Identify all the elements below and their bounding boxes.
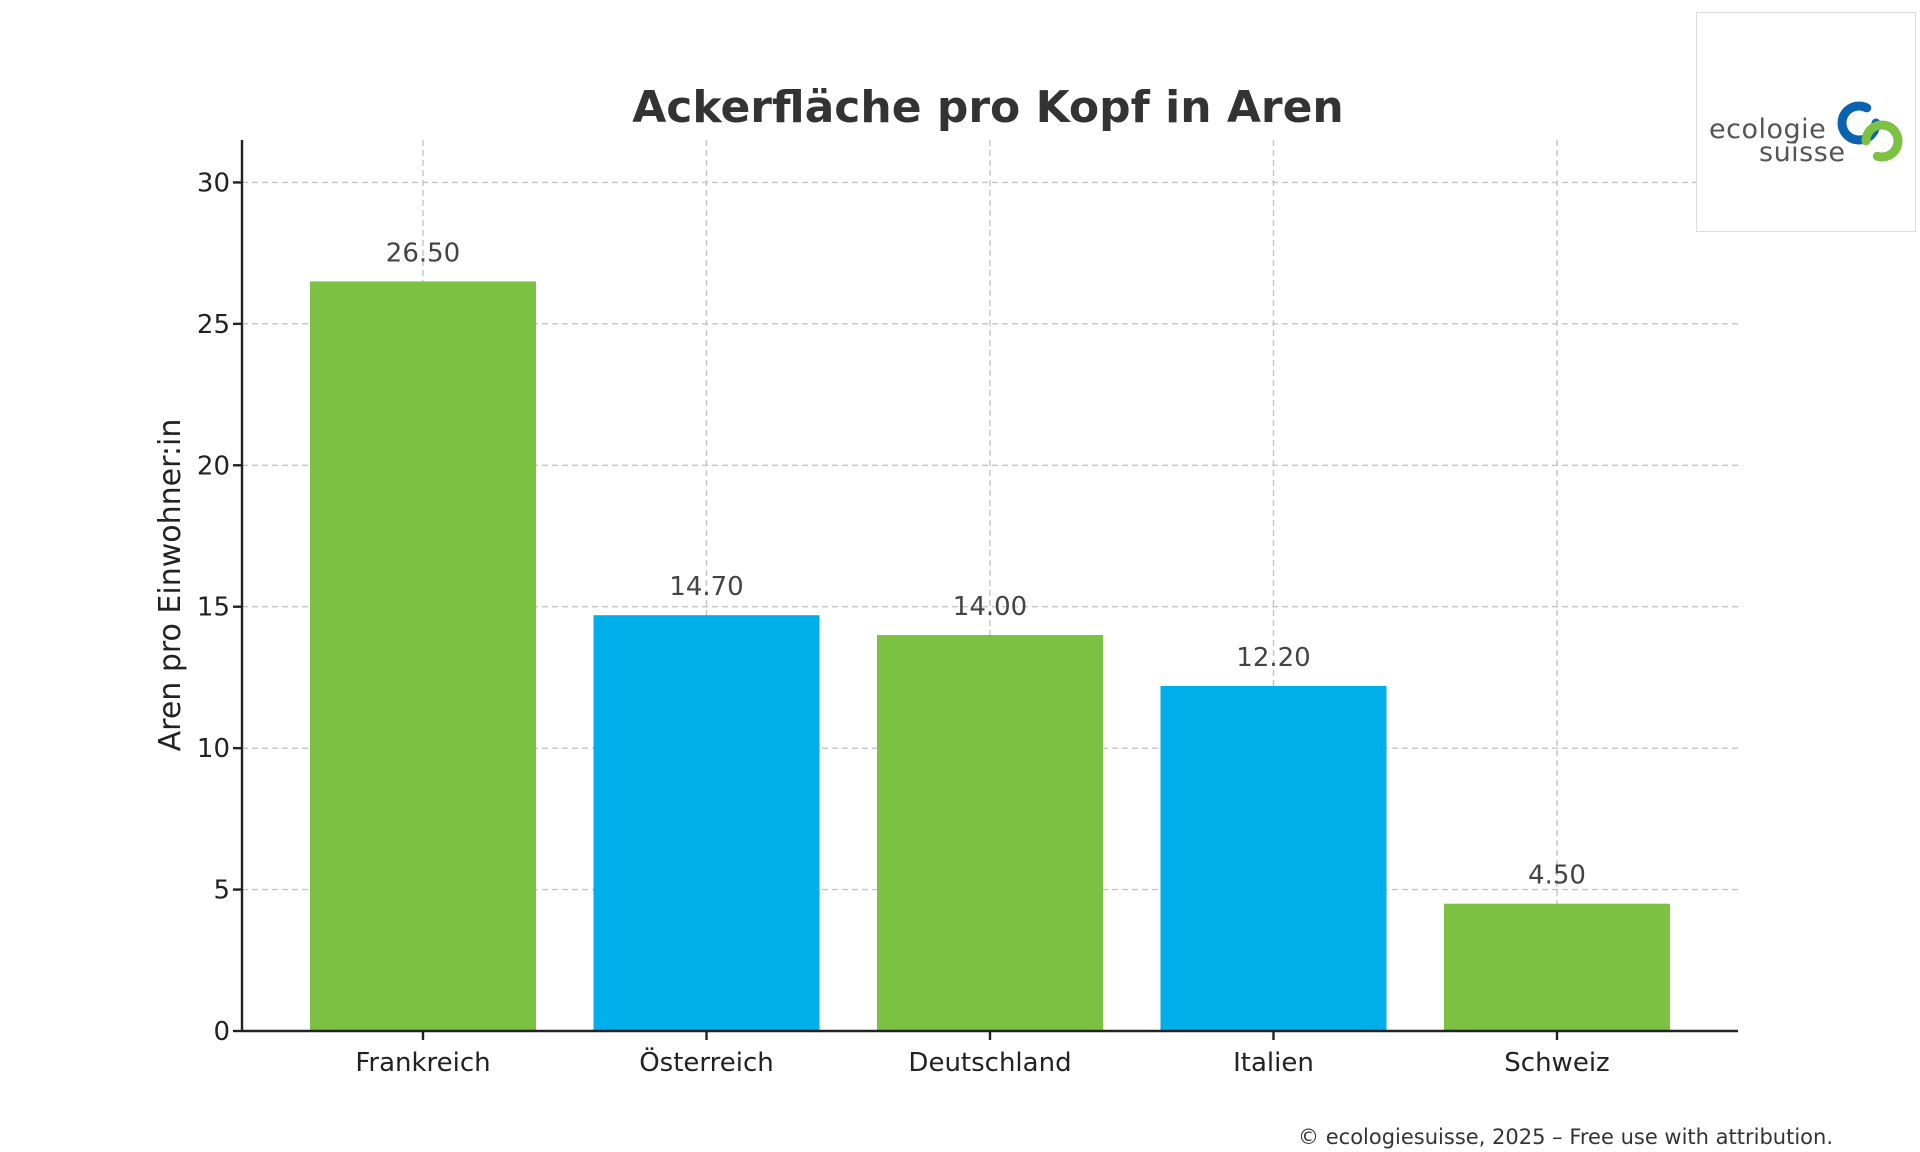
y-tick-label: 0 [213,1017,230,1047]
bar-deutschland [877,635,1103,1031]
bar-österreich [593,615,820,1031]
value-label: 12.20 [1236,643,1310,673]
y-tick-label: 10 [197,734,230,764]
x-tick-label: Schweiz [1504,1048,1609,1078]
value-label: 26.50 [386,238,460,268]
logo-text-line1: ecologie [1709,114,1827,145]
x-tick-label: Deutschland [908,1048,1071,1078]
y-tick-labels: 0 5 10 15 20 25 30 [197,168,230,1047]
footer-copyright: © ecologiesuisse, 2025 – Free use with a… [1298,1125,1833,1149]
value-label: 4.50 [1528,861,1586,891]
x-tick-labels: Frankreich Österreich Deutschland Italien Sc… [355,1046,1609,1078]
x-tick-label: Österreich [639,1046,774,1078]
bar-italien [1160,685,1387,1031]
value-label: 14.00 [953,592,1027,622]
value-label: 14.70 [669,572,743,602]
bar-frankreich [310,281,536,1031]
x-tick-label: Frankreich [355,1048,490,1078]
y-axis-label: Aren pro Einwohner:in [153,419,188,752]
bars [310,281,1670,1031]
chart-title: Ackerfläche pro Kopf in Aren [632,82,1344,133]
y-tick-label: 15 [197,593,230,623]
logo-rings-icon [1837,101,1903,162]
logo-text-line2: suisse [1759,137,1846,168]
x-tick-label: Italien [1233,1048,1314,1078]
axes [233,140,1738,1040]
y-tick-label: 20 [197,451,230,481]
y-tick-label: 30 [197,168,230,198]
ecologiesuisse-logo: ecologie suisse [1696,12,1916,232]
y-tick-label: 5 [213,876,230,906]
y-tick-label: 25 [197,310,230,340]
bar-schweiz [1444,903,1670,1031]
value-labels: 26.50 14.70 14.00 12.20 4.50 [386,238,1586,890]
